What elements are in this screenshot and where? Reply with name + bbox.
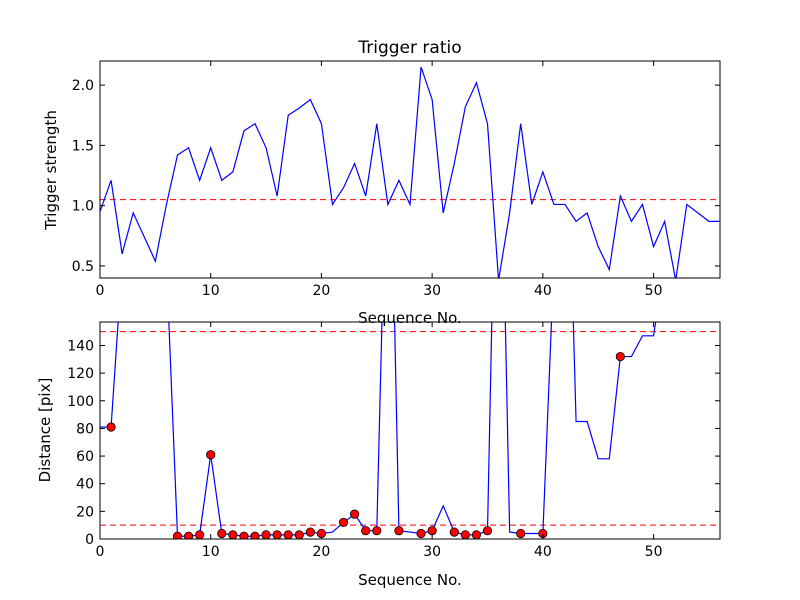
marker-point xyxy=(449,527,459,537)
x-tick-label: 20 xyxy=(313,283,331,299)
marker-point xyxy=(460,530,470,539)
y-tick-label: 40 xyxy=(76,477,94,493)
x-tick-label: 30 xyxy=(423,544,441,560)
y-tick-label: 80 xyxy=(76,421,94,437)
top-series-line xyxy=(100,66,720,278)
y-tick-label: 0.5 xyxy=(72,259,94,275)
marker-point xyxy=(183,531,194,539)
x-tick-label: 10 xyxy=(202,544,220,560)
top-plot-area xyxy=(100,66,720,278)
x-tick-label: 30 xyxy=(423,283,441,299)
marker-point xyxy=(250,531,260,539)
marker-point xyxy=(338,517,349,528)
y-tick-label: 120 xyxy=(67,366,94,382)
marker-point xyxy=(416,528,426,539)
top-chart-title: Trigger ratio xyxy=(357,38,461,58)
y-tick-label: 1.0 xyxy=(72,199,94,215)
x-tick-label: 10 xyxy=(202,283,220,299)
x-tick-label: 50 xyxy=(645,544,663,560)
marker-point xyxy=(206,450,216,460)
bottom-markers xyxy=(106,351,625,539)
marker-point xyxy=(261,530,271,539)
marker-point xyxy=(482,526,493,536)
y-tick-label: 1.5 xyxy=(72,138,94,154)
marker-point xyxy=(394,526,404,536)
marker-point xyxy=(217,528,227,539)
top-x-ticks: 0 10 20 30 40 50 xyxy=(96,61,663,299)
marker-point xyxy=(372,526,382,536)
bottom-plot-area xyxy=(100,322,720,539)
x-tick-label: 50 xyxy=(645,283,663,299)
top-panel: Trigger ratio Sequence No. Trigger stren… xyxy=(42,38,721,327)
y-tick-label: 2.0 xyxy=(72,78,94,94)
marker-point xyxy=(471,530,482,539)
y-tick-label: 20 xyxy=(76,504,94,520)
top-y-ticks: 0.5 1.0 1.5 2.0 xyxy=(72,78,720,275)
top-x-axis-label: Sequence No. xyxy=(358,309,462,327)
y-tick-label: 60 xyxy=(76,449,94,465)
x-tick-label: 0 xyxy=(96,544,105,560)
marker-point xyxy=(272,530,282,539)
marker-point xyxy=(195,530,205,539)
y-tick-label: 140 xyxy=(67,338,94,354)
x-tick-label: 20 xyxy=(313,544,331,560)
marker-point xyxy=(615,351,625,362)
marker-point xyxy=(516,528,526,539)
marker-point xyxy=(172,531,183,539)
x-tick-label: 40 xyxy=(534,283,552,299)
bottom-y-ticks: 0 20 40 60 80 100 120 140 xyxy=(67,338,720,548)
marker-point xyxy=(361,526,371,536)
top-axes-frame xyxy=(99,60,721,279)
bottom-x-ticks: 0 10 20 30 40 50 xyxy=(96,322,663,560)
marker-point xyxy=(228,530,238,539)
marker-point xyxy=(350,509,360,519)
y-tick-label: 100 xyxy=(67,394,94,410)
y-tick-label: 0 xyxy=(85,532,94,548)
marker-point xyxy=(283,530,293,539)
top-y-axis-label: Trigger strength xyxy=(42,110,60,231)
x-tick-label: 0 xyxy=(96,283,105,299)
marker-point xyxy=(106,422,116,432)
bottom-threshold-lines xyxy=(100,331,720,526)
bottom-y-axis-label: Distance [pix] xyxy=(36,378,54,483)
bottom-panel: Sequence No. Distance [pix] 0 10 20 30 40 50 … xyxy=(36,321,721,589)
bottom-x-axis-label: Sequence No. xyxy=(358,571,462,589)
marker-point xyxy=(294,530,304,539)
marker-point xyxy=(239,531,249,539)
marker-point xyxy=(427,526,437,536)
x-tick-label: 40 xyxy=(534,544,552,560)
marker-point xyxy=(305,527,315,537)
bottom-axes-frame xyxy=(99,321,721,540)
